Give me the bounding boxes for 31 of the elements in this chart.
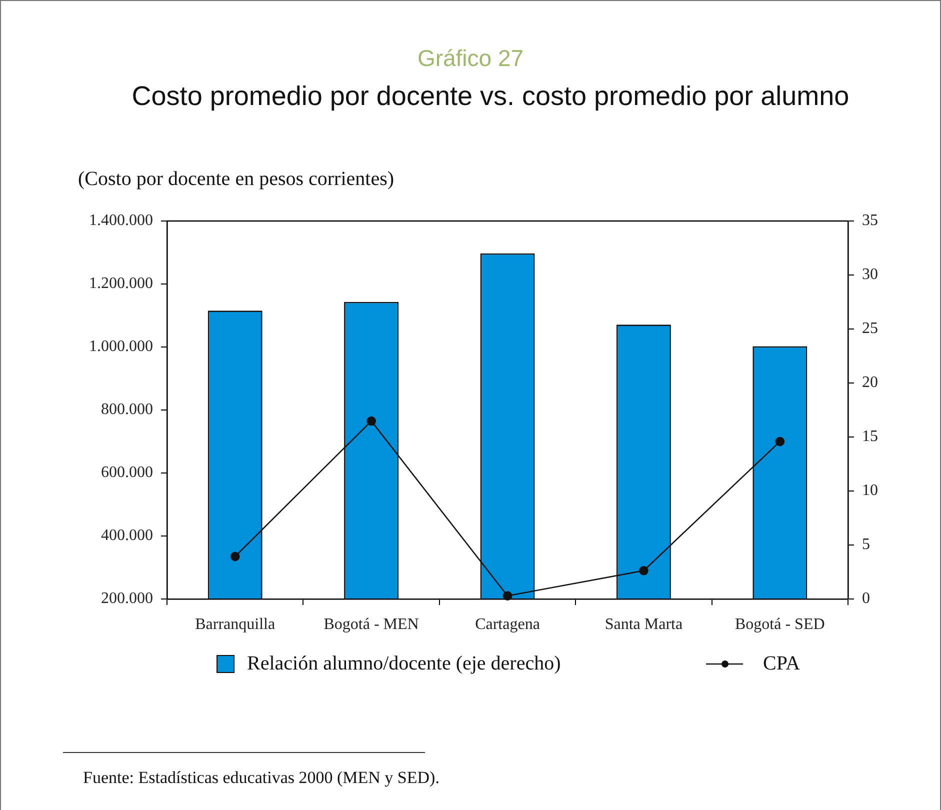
point <box>639 566 648 576</box>
legend-label: CPA <box>763 652 801 674</box>
y-tick-label: 1.400.000 <box>89 212 153 230</box>
x-tick-label: Bogotá - SED <box>735 616 825 633</box>
x-tick-label: Cartagena <box>475 616 540 633</box>
point <box>230 552 240 562</box>
y-tick-label: 1.000.000 <box>89 338 153 356</box>
y2-tick-label: 5 <box>862 536 870 554</box>
y-tick-label: 800.000 <box>101 401 153 418</box>
y2-tick-label: 30 <box>862 266 878 284</box>
source-note: Fuente: Estadísticas educativas 2000 (MEN y SED). <box>83 768 440 788</box>
y2-tick-label: 20 <box>862 374 878 392</box>
y-axis-title: (Costo por docente en pesos corrientes) <box>78 168 394 191</box>
point <box>775 436 785 446</box>
y2-tick-label: 25 <box>862 320 878 338</box>
y-tick-label: 400.000 <box>101 527 153 544</box>
point <box>502 591 512 600</box>
x-tick-label: Bogotá - MEN <box>324 616 420 633</box>
y2-tick-label: 0 <box>862 590 870 608</box>
y-tick-label: 600.000 <box>101 464 153 482</box>
y2-tick-label: 35 <box>862 212 878 230</box>
x-tick-label: Santa Marta <box>604 616 683 633</box>
y2-tick-label: 10 <box>862 482 878 500</box>
y-tick-label: 200.000 <box>101 590 153 608</box>
y-tick-label: 1.200.000 <box>89 275 153 292</box>
legend-label: Relación alumno/docente (eje derecho) <box>247 652 561 674</box>
chart-title: Gráfico 27 <box>416 45 525 72</box>
x-tick-label: Barranquilla <box>195 616 276 633</box>
point <box>366 416 376 426</box>
y2-tick-label: 15 <box>862 428 878 446</box>
chart-subtitle: Costo promedio por docente vs. costo promedio por alumno <box>130 81 850 112</box>
